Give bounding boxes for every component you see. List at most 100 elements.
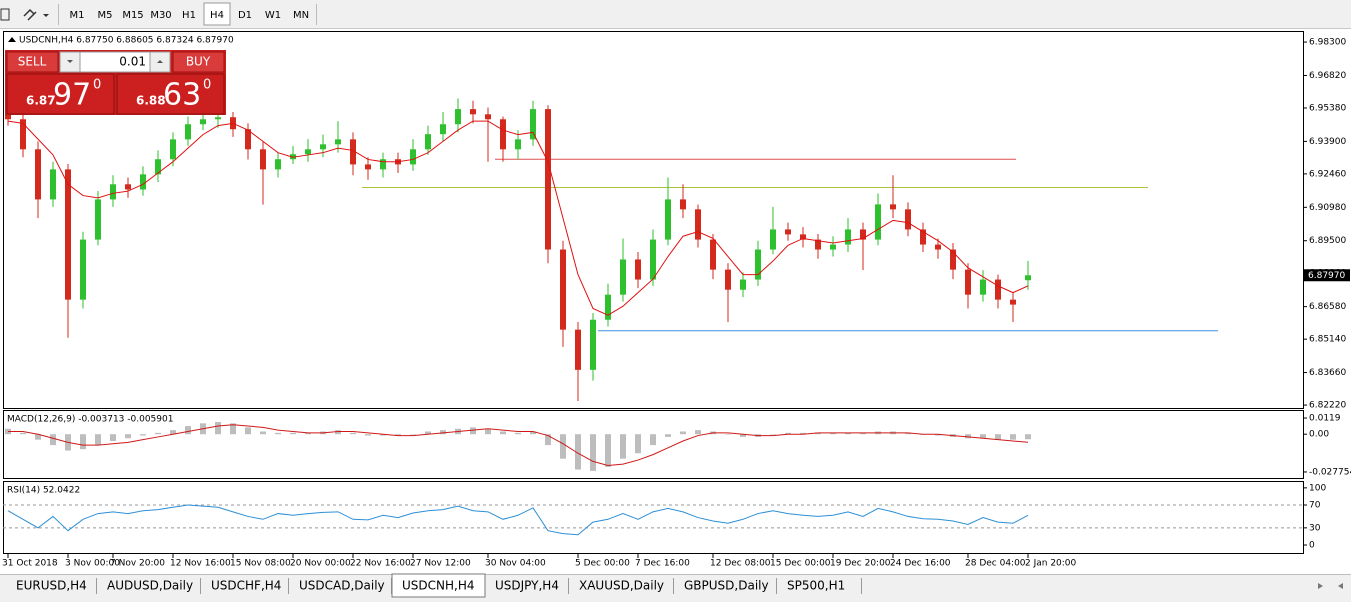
- candle-body: [425, 134, 431, 150]
- macd-bar: [275, 432, 281, 435]
- macd-bar: [785, 432, 791, 435]
- macd-bar: [500, 431, 506, 435]
- macd-bar: [605, 434, 611, 467]
- sell-price-sup: 0: [93, 78, 101, 93]
- macd-bar: [725, 434, 731, 435]
- sell-price-box[interactable]: [6, 73, 115, 115]
- macd-signal: [8, 424, 1029, 466]
- timeframe-button[interactable]: H4: [210, 10, 224, 21]
- sell-label[interactable]: SELL: [18, 55, 47, 69]
- macd-bar: [515, 432, 521, 435]
- macd-bar: [650, 434, 656, 446]
- symbol-tab[interactable]: USDCNH,H4: [402, 579, 475, 593]
- candle-body: [365, 164, 371, 170]
- candle-body: [860, 229, 866, 240]
- lot-down-arrow: [67, 60, 73, 63]
- symbol-tab[interactable]: AUDUSD,Daily: [107, 579, 193, 593]
- collapse-arrow[interactable]: [8, 37, 16, 42]
- candle-body: [725, 269, 731, 290]
- panel-frame: [3, 31, 1304, 409]
- y-tick-label: 0.00: [1309, 430, 1329, 440]
- sell-price-small: 6.87: [26, 94, 56, 108]
- macd-bar: [815, 432, 821, 435]
- macd-bar: [695, 430, 701, 435]
- macd-bar: [425, 431, 431, 435]
- candle-body: [695, 209, 701, 240]
- macd-bar: [935, 434, 941, 436]
- candle-body: [245, 129, 251, 150]
- timeframe-button[interactable]: M5: [98, 10, 113, 21]
- buy-price-box[interactable]: [116, 73, 225, 115]
- candle-body: [260, 149, 266, 170]
- indicator-title: MACD(12,26,9) -0.003713 -0.005901: [7, 415, 173, 425]
- symbol-tab[interactable]: XAUUSD,Daily: [579, 579, 664, 593]
- tab-scroll-left[interactable]: [1318, 583, 1323, 589]
- candle-body: [95, 199, 101, 240]
- symbol-tab[interactable]: USDJPY,H4: [495, 579, 559, 593]
- candle-body: [140, 174, 146, 190]
- candle-body: [620, 259, 626, 295]
- y-tick-label: 6.86580: [1309, 302, 1346, 312]
- candle-body: [215, 117, 221, 120]
- macd-bar: [635, 434, 641, 454]
- macd-bar: [905, 432, 911, 435]
- candle-body: [770, 229, 776, 250]
- rsi-line: [7, 504, 1029, 536]
- candle-body: [635, 259, 641, 280]
- timeframe-button[interactable]: H1: [182, 10, 196, 21]
- y-tick-label: 0: [1309, 541, 1315, 551]
- lot-value[interactable]: 0.01: [119, 55, 146, 69]
- macd-bar: [440, 430, 446, 435]
- candle-body: [155, 159, 161, 175]
- candle-body: [935, 244, 941, 250]
- candle-body: [890, 204, 896, 210]
- sell-button[interactable]: [6, 51, 59, 73]
- macd-bar: [260, 431, 266, 435]
- tab-scroll-right[interactable]: [1338, 583, 1343, 589]
- timeframe-button[interactable]: MN: [293, 10, 309, 21]
- timeframe-button[interactable]: D1: [238, 10, 252, 21]
- symbol-tab[interactable]: GBPUSD,Daily: [684, 579, 769, 593]
- macd-bar: [245, 427, 251, 435]
- macd-bar: [140, 434, 146, 436]
- candle-body: [80, 239, 86, 300]
- timeframe-button[interactable]: M1: [70, 10, 85, 21]
- toolbar-icon[interactable]: [23, 8, 37, 21]
- symbol-tab[interactable]: SP500,H1: [787, 579, 845, 593]
- macd-bar: [395, 434, 401, 436]
- candle-body: [455, 109, 461, 125]
- timeframe-button[interactable]: W1: [265, 10, 281, 21]
- buy-label[interactable]: BUY: [186, 55, 211, 69]
- timeframe-button[interactable]: M15: [122, 10, 143, 21]
- candle-body: [605, 294, 611, 320]
- dropdown-arrow[interactable]: [43, 14, 49, 17]
- macd-bar: [530, 431, 536, 435]
- candle-body: [410, 149, 416, 165]
- buy-price-big: 63: [163, 78, 201, 113]
- candle-body: [305, 149, 311, 155]
- x-tick-label: 31 Oct 2018: [2, 559, 58, 569]
- x-tick-label: 28 Dec 04:00: [965, 559, 1026, 569]
- timeframe-button[interactable]: M30: [150, 10, 171, 21]
- buy-button[interactable]: [172, 51, 225, 73]
- symbol-tab[interactable]: USDCAD,Daily: [299, 579, 385, 593]
- macd-bar: [590, 434, 596, 471]
- candle-body: [320, 144, 326, 150]
- candle-body: [785, 229, 791, 235]
- moving-average: [7, 120, 1029, 316]
- symbol-tab[interactable]: USDCHF,H4: [211, 579, 281, 593]
- candle-body: [530, 109, 536, 140]
- macd-bar: [95, 434, 101, 446]
- candle-body: [650, 239, 656, 280]
- candle-body: [515, 139, 521, 150]
- macd-bar: [740, 434, 746, 437]
- symbol-tab[interactable]: EURUSD,H4: [16, 579, 87, 593]
- candle-body: [440, 124, 446, 135]
- macd-bar: [305, 432, 311, 435]
- toolbar-icon[interactable]: [0, 8, 10, 21]
- macd-bar: [335, 430, 341, 435]
- macd-bar: [20, 432, 26, 435]
- x-tick-label: 30 Nov 04:00: [485, 559, 546, 569]
- macd-bar: [110, 434, 116, 442]
